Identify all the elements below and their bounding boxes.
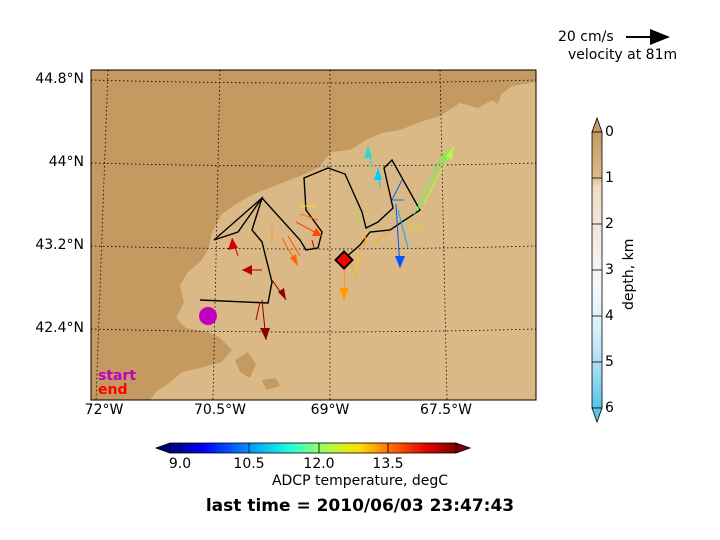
velocity-key-depth: velocity at 81m <box>568 47 678 63</box>
nova-scotia-land <box>484 82 502 104</box>
temp-tick: 10.5 <box>233 456 265 472</box>
depth-colorbar-label-text: depth, km <box>621 238 637 310</box>
temp-tick: 12.0 <box>303 456 335 472</box>
depth-tick: 6 <box>605 400 614 416</box>
depth-tick: 5 <box>605 354 614 370</box>
land-mass <box>91 70 536 400</box>
map-frame <box>90 69 537 401</box>
end-label: end <box>98 382 128 398</box>
depth-colorbar-label: depth, km <box>603 199 637 310</box>
temp-tick: 9.0 <box>168 456 192 472</box>
y-tick-label: 42.4°N <box>35 320 84 336</box>
x-tick-label: 72°W <box>84 402 124 418</box>
velocity-key-speed: 20 cm/s <box>558 29 614 45</box>
depth-colorbar <box>591 116 603 424</box>
temperature-colorbar-label: ADCP temperature, degC <box>271 473 449 489</box>
x-tick-label: 67.5°W <box>419 402 473 418</box>
start-marker <box>199 307 217 325</box>
temperature-colorbar <box>154 442 472 454</box>
end-marker <box>334 250 354 270</box>
graticule <box>91 70 536 400</box>
depth-tick: 4 <box>605 308 614 324</box>
start-label: start <box>98 368 137 384</box>
cape-cod <box>235 352 256 378</box>
x-tick-label: 69°W <box>310 402 350 418</box>
map-panel <box>91 70 536 400</box>
y-tick-label: 44°N <box>48 154 84 170</box>
ship-track <box>199 158 421 304</box>
depth-tick: 2 <box>605 216 614 232</box>
y-tick-label: 43.2°N <box>35 237 84 253</box>
last-time-label: last time = 2010/06/03 23:47:43 <box>205 496 515 516</box>
x-tick-label: 70.5°W <box>193 402 247 418</box>
depth-tick: 1 <box>605 170 614 186</box>
depth-tick: 3 <box>605 262 614 278</box>
island-nantucket <box>262 378 280 390</box>
arrow-heads <box>228 146 454 340</box>
depth-tick: 0 <box>605 124 614 140</box>
temp-tick: 13.5 <box>372 456 404 472</box>
y-tick-label: 44.8°N <box>35 71 84 87</box>
